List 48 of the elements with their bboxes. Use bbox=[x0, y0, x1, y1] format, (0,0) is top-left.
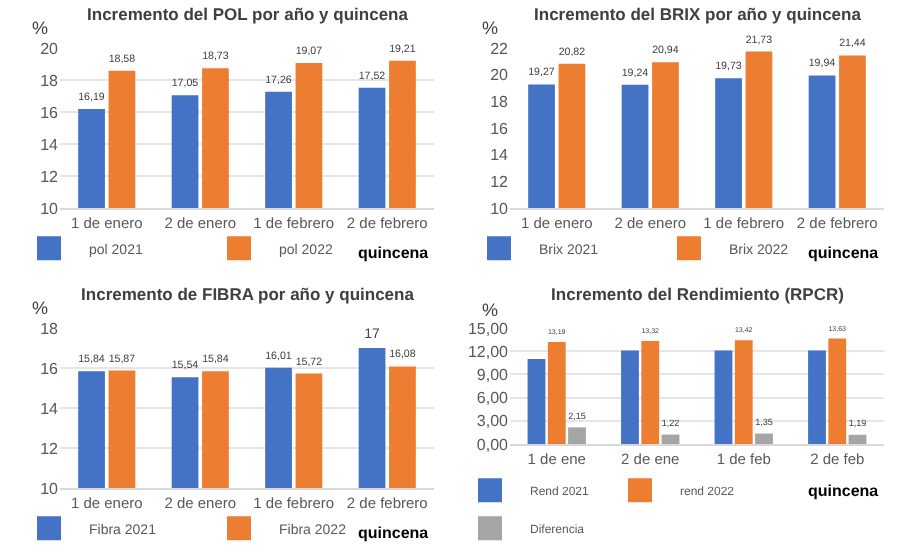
bar bbox=[714, 350, 733, 444]
bar bbox=[734, 340, 753, 444]
y-tick-label: 22 bbox=[490, 39, 510, 58]
chart-title: Incremento del Rendimiento (RPCR) bbox=[551, 284, 845, 305]
bar bbox=[621, 350, 639, 444]
bar bbox=[755, 433, 773, 444]
x-axis-title: quincena bbox=[358, 244, 430, 262]
chart-title: Incremento del POL por año y quincena bbox=[87, 4, 409, 25]
y-axis-title: % bbox=[32, 298, 49, 318]
y-tick-label: 20 bbox=[490, 66, 510, 85]
bar bbox=[848, 434, 867, 444]
chart-title: Incremento del BRIX por año y quincena bbox=[534, 4, 862, 25]
y-tick-label: 15,00 bbox=[467, 319, 510, 338]
bar bbox=[641, 341, 660, 444]
y-tick-label: 6,00 bbox=[476, 389, 510, 408]
y-tick-label: 12 bbox=[490, 172, 510, 191]
y-tick-label: 9,00 bbox=[476, 366, 510, 384]
y-tick-label: 18 bbox=[40, 71, 60, 90]
y-tick-label: 18 bbox=[490, 92, 510, 111]
y-tick-label: 12 bbox=[40, 167, 60, 186]
y-tick-label: 16 bbox=[490, 119, 510, 138]
y-axis-title: % bbox=[482, 18, 499, 38]
chart-title: Incremento de FIBRA por año y quincena bbox=[81, 284, 415, 305]
y-axis-title: % bbox=[32, 18, 49, 38]
bar bbox=[527, 358, 546, 444]
x-axis-title: quincena bbox=[808, 482, 880, 500]
y-tick-label: 12 bbox=[40, 439, 60, 458]
y-tick-label: 14 bbox=[40, 135, 60, 154]
y-tick-label: 14 bbox=[40, 399, 60, 418]
x-axis-title: quincena bbox=[808, 244, 880, 262]
y-tick-label: 10 bbox=[40, 199, 60, 218]
bar bbox=[547, 342, 566, 444]
y-tick-label: 18 bbox=[40, 319, 60, 338]
bar bbox=[808, 350, 826, 444]
y-axis-title: % bbox=[482, 300, 499, 320]
x-axis-title: quincena bbox=[358, 524, 430, 542]
bar bbox=[568, 427, 586, 444]
y-tick-label: 14 bbox=[490, 146, 510, 165]
y-tick-label: 16 bbox=[40, 103, 60, 122]
y-tick-label: 0,00 bbox=[476, 435, 510, 454]
y-tick-label: 10 bbox=[490, 199, 510, 218]
y-tick-label: 3,00 bbox=[476, 412, 510, 431]
bar bbox=[828, 338, 847, 444]
y-tick-label: 20 bbox=[40, 39, 60, 58]
y-tick-label: 10 bbox=[40, 479, 60, 498]
y-tick-label: 12,00 bbox=[467, 342, 510, 361]
bar bbox=[661, 434, 680, 444]
y-tick-label: 16 bbox=[40, 359, 60, 378]
